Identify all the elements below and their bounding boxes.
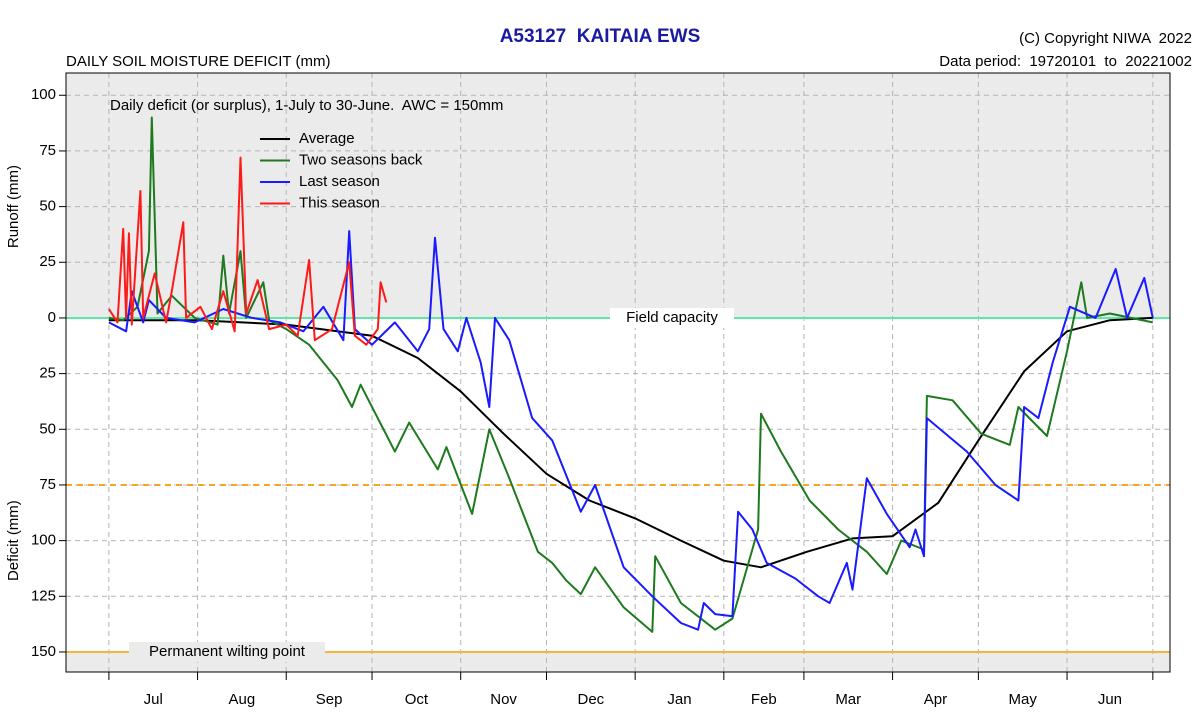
y-tick-label: 100 [31, 532, 56, 549]
y-tick-label: 25 [39, 253, 56, 270]
y-tick-label: 25 [39, 365, 56, 382]
chart-title: A53127 KAITAIA EWS [500, 26, 701, 47]
y-tick-label: 75 [39, 142, 56, 159]
x-tick-label: Mar [835, 691, 861, 708]
copyright: (C) Copyright NIWA 2022 [1019, 30, 1192, 47]
y-tick-label: 150 [31, 643, 56, 660]
y-tick-label: 50 [39, 198, 56, 215]
legend-label: Last season [299, 173, 380, 190]
y-axis-title: Deficit (mm) [5, 500, 22, 581]
x-tick-label: Sep [316, 691, 343, 708]
chart-subtitle: DAILY SOIL MOISTURE DEFICIT (mm) [66, 53, 330, 70]
x-tick-label: Dec [577, 691, 604, 708]
y-tick-label: 0 [48, 309, 56, 326]
series-line [108, 316, 1153, 569]
x-tick-label: Oct [405, 691, 429, 708]
y-axis-title: Runoff (mm) [5, 165, 22, 248]
reference-label: Field capacity [626, 309, 718, 326]
reference-label: Permanent wilting point [149, 643, 306, 660]
annotation: Daily deficit (or surplus), 1-July to 30… [110, 97, 503, 114]
x-tick-label: Jul [144, 691, 163, 708]
x-tick-label: Nov [490, 691, 517, 708]
x-tick-label: Aug [229, 691, 256, 708]
legend-label: Average [299, 130, 355, 147]
data-period: Data period: 19720101 to 20221002 [939, 53, 1192, 70]
series-line [108, 116, 1154, 633]
legend-label: This season [299, 194, 380, 211]
y-tick-label: 50 [39, 420, 56, 437]
x-tick-label: Apr [924, 691, 947, 708]
y-tick-label: 100 [31, 86, 56, 103]
reference-label-bg [610, 307, 734, 328]
x-tick-label: May [1009, 691, 1038, 708]
y-tick-label: 75 [39, 476, 56, 493]
plot-frame [65, 72, 1171, 673]
series-line [108, 156, 388, 346]
reference-label-bg [129, 641, 325, 662]
legend-label: Two seasons back [299, 151, 423, 168]
x-tick-label: Jun [1098, 691, 1122, 708]
x-tick-label: Feb [751, 691, 777, 708]
x-tick-label: Jan [667, 691, 691, 708]
y-tick-label: 125 [31, 587, 56, 604]
